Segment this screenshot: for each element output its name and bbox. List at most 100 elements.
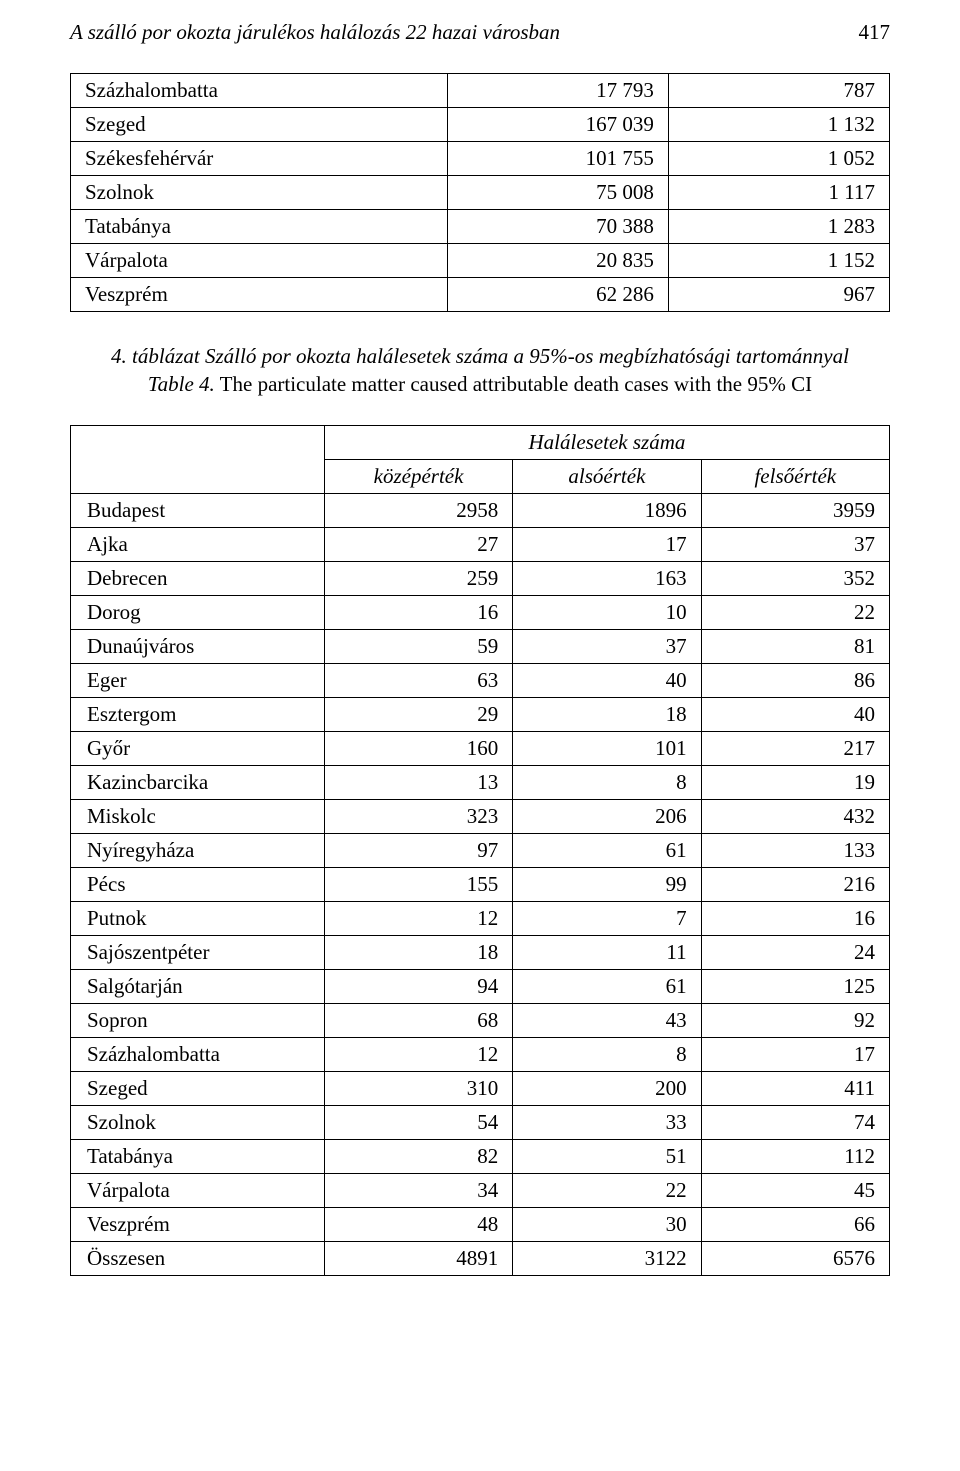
city-cell: Debrecen bbox=[71, 561, 325, 595]
table-2-header-blank bbox=[71, 425, 325, 493]
city-cell: Miskolc bbox=[71, 799, 325, 833]
low-cell: 8 bbox=[513, 1037, 701, 1071]
low-cell: 1896 bbox=[513, 493, 701, 527]
table-row: Szeged167 0391 132 bbox=[71, 108, 890, 142]
value-cell: 1 117 bbox=[668, 176, 889, 210]
mid-cell: 310 bbox=[324, 1071, 512, 1105]
table-2-header-title: Halálesetek száma bbox=[324, 425, 889, 459]
high-cell: 432 bbox=[701, 799, 889, 833]
table-caption: 4. táblázat Szálló por okozta halálesete… bbox=[70, 342, 890, 399]
high-cell: 3959 bbox=[701, 493, 889, 527]
table-row: Szolnok543374 bbox=[71, 1105, 890, 1139]
table-row: Nyíregyháza9761133 bbox=[71, 833, 890, 867]
high-cell: 40 bbox=[701, 697, 889, 731]
city-cell: Esztergom bbox=[71, 697, 325, 731]
city-cell: Szolnok bbox=[71, 1105, 325, 1139]
table-row: Salgótarján9461125 bbox=[71, 969, 890, 1003]
table-row: Putnok12716 bbox=[71, 901, 890, 935]
mid-cell: 27 bbox=[324, 527, 512, 561]
table-1: Százhalombatta17 793787Szeged167 0391 13… bbox=[70, 73, 890, 312]
high-cell: 92 bbox=[701, 1003, 889, 1037]
mid-cell: 323 bbox=[324, 799, 512, 833]
low-cell: 61 bbox=[513, 969, 701, 1003]
high-cell: 86 bbox=[701, 663, 889, 697]
value-cell: 20 835 bbox=[447, 244, 668, 278]
mid-cell: 54 bbox=[324, 1105, 512, 1139]
high-cell: 37 bbox=[701, 527, 889, 561]
table-row: Miskolc323206432 bbox=[71, 799, 890, 833]
city-cell: Százhalombatta bbox=[71, 1037, 325, 1071]
high-cell: 216 bbox=[701, 867, 889, 901]
value-cell: 1 052 bbox=[668, 142, 889, 176]
high-cell: 17 bbox=[701, 1037, 889, 1071]
high-cell: 22 bbox=[701, 595, 889, 629]
low-cell: 30 bbox=[513, 1207, 701, 1241]
high-cell: 45 bbox=[701, 1173, 889, 1207]
city-cell: Dorog bbox=[71, 595, 325, 629]
city-cell: Sajószentpéter bbox=[71, 935, 325, 969]
value-cell: 1 132 bbox=[668, 108, 889, 142]
mid-cell: 94 bbox=[324, 969, 512, 1003]
city-cell: Eger bbox=[71, 663, 325, 697]
city-cell: Kazincbarcika bbox=[71, 765, 325, 799]
value-cell: 75 008 bbox=[447, 176, 668, 210]
running-header: A szálló por okozta járulékos halálozás … bbox=[70, 20, 890, 45]
table-2-header-row-1: Halálesetek száma bbox=[71, 425, 890, 459]
caption-hu-prefix: 4. táblázat bbox=[111, 344, 200, 368]
city-cell: Sopron bbox=[71, 1003, 325, 1037]
city-cell: Győr bbox=[71, 731, 325, 765]
city-cell: Várpalota bbox=[71, 244, 448, 278]
high-cell: 352 bbox=[701, 561, 889, 595]
low-cell: 10 bbox=[513, 595, 701, 629]
low-cell: 33 bbox=[513, 1105, 701, 1139]
high-cell: 112 bbox=[701, 1139, 889, 1173]
high-cell: 411 bbox=[701, 1071, 889, 1105]
table-row: Százhalombatta17 793787 bbox=[71, 74, 890, 108]
table-row: Eger634086 bbox=[71, 663, 890, 697]
table-row: Sajószentpéter181124 bbox=[71, 935, 890, 969]
mid-cell: 259 bbox=[324, 561, 512, 595]
low-cell: 43 bbox=[513, 1003, 701, 1037]
value-cell: 70 388 bbox=[447, 210, 668, 244]
table-row: Szolnok75 0081 117 bbox=[71, 176, 890, 210]
low-cell: 3122 bbox=[513, 1241, 701, 1275]
low-cell: 200 bbox=[513, 1071, 701, 1105]
mid-cell: 29 bbox=[324, 697, 512, 731]
high-cell: 24 bbox=[701, 935, 889, 969]
city-cell: Nyíregyháza bbox=[71, 833, 325, 867]
value-cell: 1 152 bbox=[668, 244, 889, 278]
table-row: Veszprém483066 bbox=[71, 1207, 890, 1241]
mid-cell: 12 bbox=[324, 1037, 512, 1071]
mid-cell: 12 bbox=[324, 901, 512, 935]
low-cell: 17 bbox=[513, 527, 701, 561]
table-row: Esztergom291840 bbox=[71, 697, 890, 731]
city-cell: Százhalombatta bbox=[71, 74, 448, 108]
mid-cell: 48 bbox=[324, 1207, 512, 1241]
low-cell: 101 bbox=[513, 731, 701, 765]
table-row: Budapest295818963959 bbox=[71, 493, 890, 527]
low-cell: 40 bbox=[513, 663, 701, 697]
page-number: 417 bbox=[859, 20, 891, 45]
high-cell: 6576 bbox=[701, 1241, 889, 1275]
city-cell: Salgótarján bbox=[71, 969, 325, 1003]
low-cell: 206 bbox=[513, 799, 701, 833]
high-cell: 19 bbox=[701, 765, 889, 799]
low-cell: 61 bbox=[513, 833, 701, 867]
table-row: Kazincbarcika13819 bbox=[71, 765, 890, 799]
mid-cell: 34 bbox=[324, 1173, 512, 1207]
mid-cell: 97 bbox=[324, 833, 512, 867]
low-cell: 18 bbox=[513, 697, 701, 731]
mid-cell: 82 bbox=[324, 1139, 512, 1173]
low-cell: 8 bbox=[513, 765, 701, 799]
high-cell: 74 bbox=[701, 1105, 889, 1139]
caption-en: Table 4. The particulate matter caused a… bbox=[70, 370, 890, 398]
running-title: A szálló por okozta járulékos halálozás … bbox=[70, 20, 560, 45]
low-cell: 99 bbox=[513, 867, 701, 901]
mid-cell: 68 bbox=[324, 1003, 512, 1037]
low-cell: 37 bbox=[513, 629, 701, 663]
table-2: Halálesetek száma középérték alsóérték f… bbox=[70, 425, 890, 1276]
table-row: Összesen489131226576 bbox=[71, 1241, 890, 1275]
city-cell: Putnok bbox=[71, 901, 325, 935]
table-row: Győr160101217 bbox=[71, 731, 890, 765]
value-cell: 1 283 bbox=[668, 210, 889, 244]
